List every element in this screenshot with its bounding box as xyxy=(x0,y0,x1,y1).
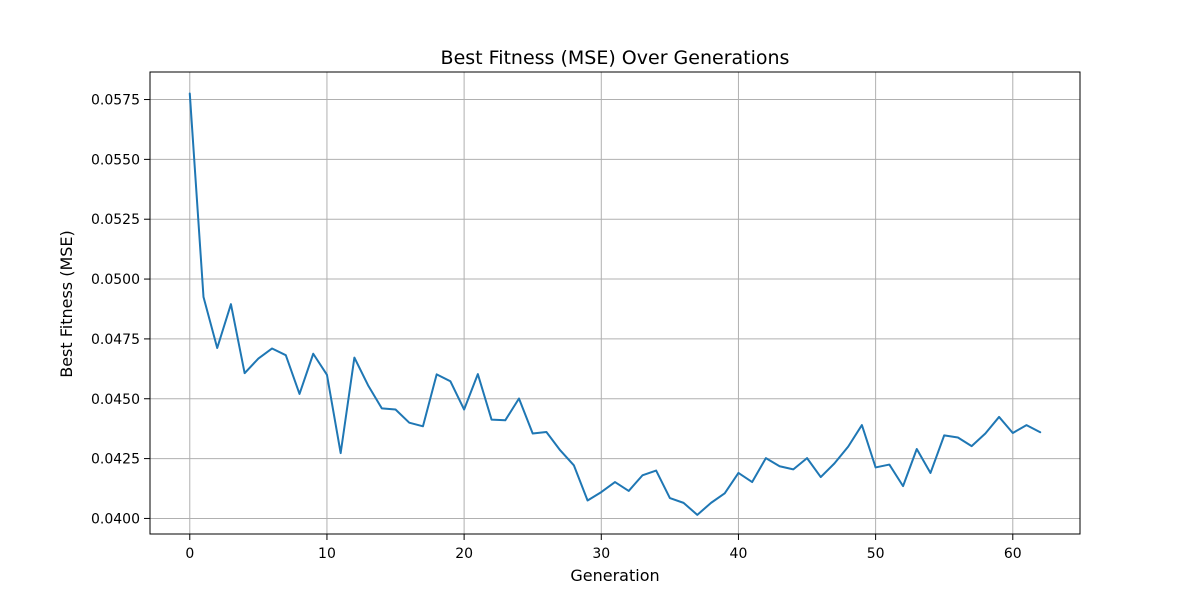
y-tick-label: 0.0575 xyxy=(91,93,140,109)
series-line xyxy=(188,92,1042,516)
x-tick-label: 30 xyxy=(592,546,610,562)
chart-title: Best Fitness (MSE) Over Generations xyxy=(441,47,790,69)
series-layer xyxy=(188,92,1042,516)
x-axis-label: Generation xyxy=(570,566,659,585)
x-tick-label: 60 xyxy=(1004,546,1022,562)
x-tick-label: 40 xyxy=(730,546,748,562)
x-tick-label: 20 xyxy=(455,546,473,562)
axes xyxy=(149,71,1081,535)
plot-frame xyxy=(149,71,1081,535)
y-tick-label: 0.0475 xyxy=(91,332,140,348)
x-tick-label: 50 xyxy=(867,546,885,562)
y-tick-label: 0.0425 xyxy=(91,452,140,468)
grid xyxy=(150,72,1080,534)
y-tick-label: 0.0400 xyxy=(91,511,140,527)
ticks: 0 10 20 30 40 50 60 0.0400 0.0425 0.0450 0.0475 0.0… xyxy=(91,93,1022,562)
x-tick-label: 10 xyxy=(318,546,336,562)
y-tick-label: 0.0450 xyxy=(91,392,140,408)
x-tick-label: 0 xyxy=(185,546,194,562)
y-tick-label: 0.0500 xyxy=(91,272,140,288)
y-tick-label: 0.0550 xyxy=(91,152,140,168)
y-axis-label: Best Fitness (MSE) xyxy=(57,230,76,378)
y-tick-label: 0.0525 xyxy=(91,212,140,228)
